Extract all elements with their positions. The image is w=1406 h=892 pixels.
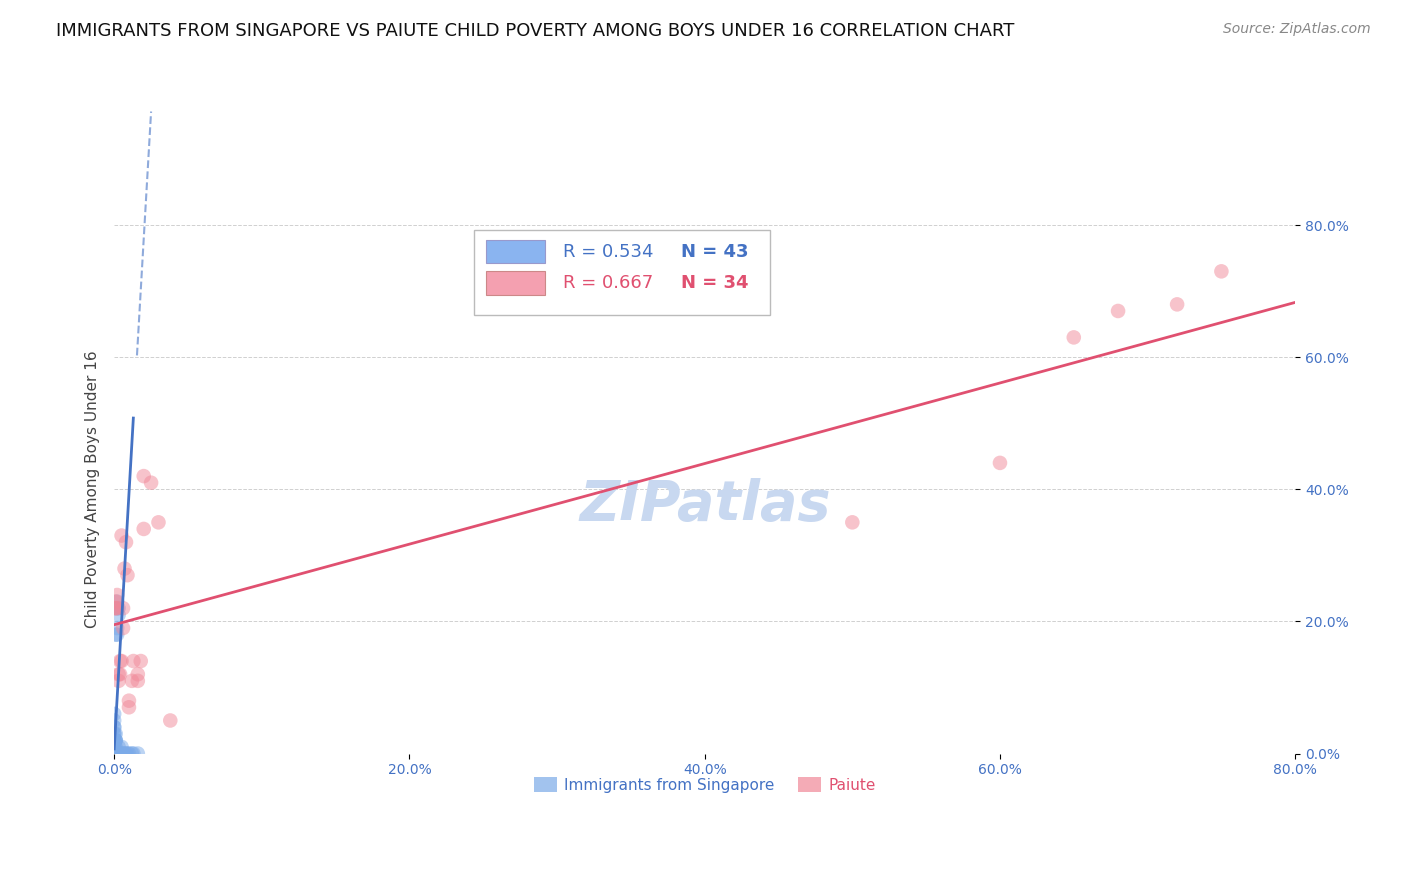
Point [107,601,129,615]
Point [117,747,139,761]
Text: R = 0.667: R = 0.667 [562,274,654,293]
Point [103,720,125,734]
Point [112,747,135,761]
Point [103,733,125,747]
Point [988,456,1011,470]
Point [148,516,170,530]
Point [103,747,125,761]
Point [104,733,127,747]
Point [110,654,132,668]
Legend: Immigrants from Singapore, Paiute: Immigrants from Singapore, Paiute [527,771,882,798]
Text: R = 0.534: R = 0.534 [562,243,654,260]
Bar [486,240,546,263]
Point [132,469,155,483]
Point [121,747,143,761]
Text: N = 34: N = 34 [681,274,748,293]
Point [104,627,127,641]
Point [108,667,131,681]
Point [110,747,132,761]
Point [118,747,141,761]
Point [1107,304,1129,318]
Point [103,720,125,734]
Point [104,601,127,615]
Point [110,739,132,754]
Point [105,594,128,608]
Point [841,516,863,530]
Point [103,739,125,754]
Point [103,727,125,741]
Point [104,727,127,741]
Point [105,627,128,641]
Point [1063,330,1085,344]
Text: IMMIGRANTS FROM SINGAPORE VS PAIUTE CHILD POVERTY AMONG BOYS UNDER 16 CORRELATIO: IMMIGRANTS FROM SINGAPORE VS PAIUTE CHIL… [56,22,1015,40]
Point [112,621,135,635]
Point [1166,297,1188,311]
Point [103,747,125,761]
Text: Source: ZipAtlas.com: Source: ZipAtlas.com [1223,22,1371,37]
Point [115,747,138,761]
Point [107,739,129,754]
Point [127,747,149,761]
Point [108,747,131,761]
Point [103,714,125,728]
Point [107,607,129,622]
Point [104,594,127,608]
Point [1211,264,1233,278]
Point [105,601,128,615]
Point [103,739,125,754]
Point [129,654,152,668]
Point [107,667,129,681]
Point [107,747,129,761]
Point [105,588,128,602]
Point [132,522,155,536]
Point [114,747,136,761]
Point [104,747,127,761]
Point [127,667,149,681]
Point [103,733,125,747]
FancyBboxPatch shape [474,230,769,315]
Point [159,714,181,728]
Point [103,727,125,741]
Point [139,475,162,490]
Point [104,733,127,747]
Point [105,621,128,635]
Bar [486,271,546,295]
Point [103,601,125,615]
Point [110,528,132,542]
Point [103,747,125,761]
Point [103,747,125,761]
Point [103,706,125,721]
Point [104,733,127,747]
Point [114,561,136,575]
Point [112,601,135,615]
Point [118,700,141,714]
Point [117,568,139,582]
Point [122,747,145,761]
Point [103,733,125,747]
Point [108,654,131,668]
Text: N = 43: N = 43 [681,243,748,260]
Text: ZIPatlas: ZIPatlas [579,478,831,533]
Y-axis label: Child Poverty Among Boys Under 16: Child Poverty Among Boys Under 16 [86,351,100,628]
Point [103,739,125,754]
Point [127,673,149,688]
Point [104,739,127,754]
Point [105,601,128,615]
Point [118,694,141,708]
Point [121,673,143,688]
Point [107,673,129,688]
Point [122,654,145,668]
Point [103,747,125,761]
Point [115,535,138,549]
